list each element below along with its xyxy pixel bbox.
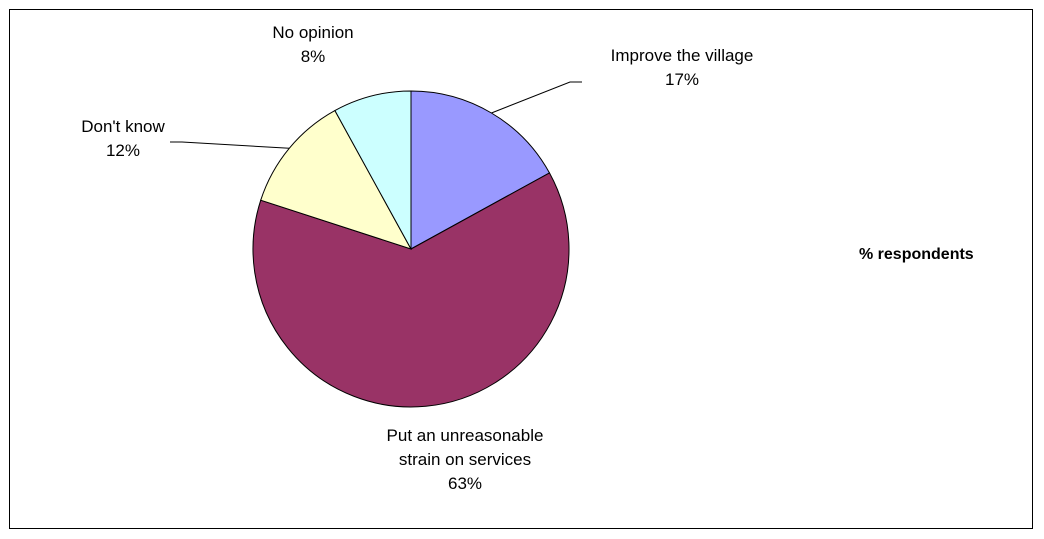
- pie-slice-improve-the-village: [410, 90, 551, 250]
- legend-title: % respondents: [859, 246, 974, 263]
- leader-line-improve-the-village: [491, 81, 582, 114]
- slice-label-name-line-2: strain on services: [398, 450, 532, 469]
- slice-label-value: 12%: [105, 141, 141, 160]
- slice-label-name: No opinion: [272, 23, 354, 42]
- slice-label-value: 63%: [447, 474, 483, 493]
- pie-slice-don-t-know: [260, 109, 413, 250]
- pie-slice-no-opinion: [334, 90, 412, 250]
- chart-area: Improve the village 17% Put an unreasona…: [9, 9, 1033, 529]
- pie-chart: [170, 81, 582, 408]
- slice-label-improve-the-village: Improve the village 17%: [611, 44, 754, 92]
- slice-label-name-line-1: Put an unreasonable: [386, 426, 544, 445]
- slice-label-no-opinion: No opinion 8%: [272, 21, 353, 69]
- slice-label-dont-know: Don't know 12%: [81, 115, 165, 163]
- pie-slice-put-an-unreasonable-strain-on-services: [252, 172, 570, 408]
- leader-line-don-t-know: [170, 141, 290, 149]
- slice-label-name: Don't know: [81, 117, 165, 136]
- slice-label-value: 17%: [664, 70, 700, 89]
- slice-label-unreasonable-strain: Put an unreasonable strain on services 6…: [387, 424, 544, 496]
- slice-label-name: Improve the village: [610, 46, 754, 65]
- slice-label-value: 8%: [300, 47, 326, 66]
